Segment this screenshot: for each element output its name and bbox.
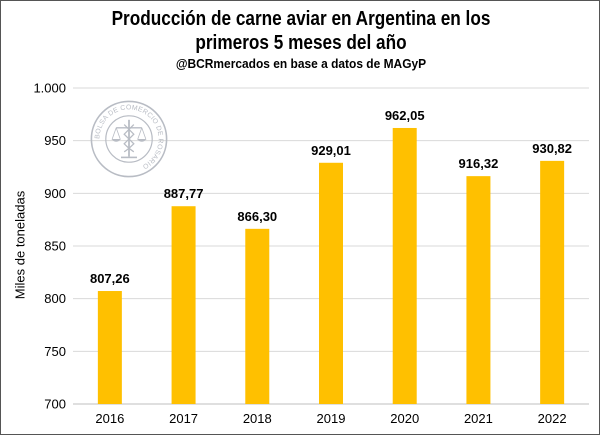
x-axis-ticks: 2016 2017 2018 2019 2020 2021 2022 (95, 411, 566, 426)
y-tick-label: 900 (44, 186, 66, 201)
bar-2016 (97, 291, 122, 404)
bolsa-de-comercio-de-rosario-seal-icon: BOLSA DE COMERCIO DE ROSARIO (90, 100, 168, 178)
x-tick-label-2018: 2018 (243, 411, 272, 426)
x-tick-label-2022: 2022 (538, 411, 567, 426)
chart-subtitle: @BCRmercados en base a datos de MAGyP (175, 56, 427, 71)
y-tick-label: 950 (44, 133, 66, 148)
x-tick-label-2016: 2016 (95, 411, 124, 426)
bars (97, 127, 565, 404)
data-labels: 807,26 887,77 866,30 929,01 962,05 916,32 930,… (90, 108, 572, 286)
y-tick-label: 700 (44, 397, 66, 412)
bar-2022 (540, 160, 565, 404)
data-label-2017: 887,77 (164, 186, 204, 201)
chart-title: Producción de carne aviar en Argentina e… (111, 8, 491, 54)
y-tick-label: 850 (44, 239, 66, 254)
y-tick-label: 1.000 (33, 81, 66, 96)
x-tick-label-2020: 2020 (390, 411, 419, 426)
y-axis-ticks: 700 750 800 850 900 950 1.000 (33, 81, 66, 412)
data-label-2021: 916,32 (459, 156, 499, 171)
bar-2021 (466, 176, 491, 404)
data-label-2020: 962,05 (385, 108, 425, 123)
y-tick-label: 800 (44, 291, 66, 306)
y-tick-label: 750 (44, 344, 66, 359)
data-label-2019: 929,01 (311, 143, 351, 158)
data-label-2016: 807,26 (90, 271, 130, 286)
x-tick-label-2019: 2019 (317, 411, 346, 426)
bar-2020 (392, 127, 417, 404)
bar-2018 (245, 228, 270, 404)
x-tick-label-2017: 2017 (169, 411, 198, 426)
x-tick-label-2021: 2021 (464, 411, 493, 426)
data-label-2018: 866,30 (237, 209, 277, 224)
bar-2017 (171, 206, 196, 404)
data-label-2022: 930,82 (532, 141, 572, 156)
bar-2019 (319, 162, 343, 404)
